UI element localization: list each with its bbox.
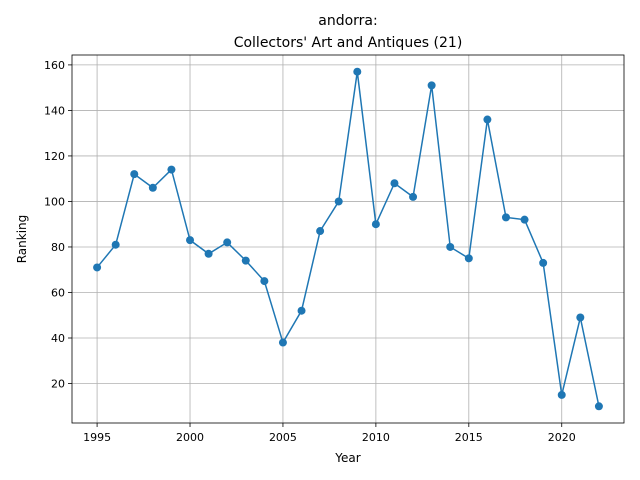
data-point-2017 <box>501 213 510 222</box>
plot-frame <box>71 54 625 424</box>
data-point-2000 <box>186 236 195 245</box>
x-axis-label: Year <box>334 451 360 465</box>
data-point-1998 <box>148 183 157 192</box>
data-point-2016 <box>483 115 492 124</box>
data-point-2001 <box>204 249 213 258</box>
data-point-2002 <box>223 238 232 247</box>
x-tick-label: 2005 <box>269 431 297 444</box>
x-tick-label: 2020 <box>548 431 576 444</box>
data-point-1996 <box>111 240 120 249</box>
data-point-2007 <box>316 227 325 236</box>
data-point-2015 <box>464 254 473 263</box>
series-layer <box>93 67 603 411</box>
y-tick-label: 120 <box>44 150 65 163</box>
x-tick-label: 2015 <box>455 431 483 444</box>
data-point-2021 <box>576 313 585 322</box>
y-tick-label: 40 <box>51 332 65 345</box>
data-point-2009 <box>353 67 362 76</box>
y-tick-label: 140 <box>44 104 65 117</box>
x-tick-label: 2000 <box>176 431 204 444</box>
data-point-2010 <box>371 220 380 229</box>
y-axis-label: Ranking <box>15 215 29 264</box>
y-axis-ticks: 20 40 60 80 100 120 140 160 <box>44 59 72 391</box>
data-point-2003 <box>241 256 250 265</box>
y-tick-label: 60 <box>51 286 65 299</box>
data-point-2013 <box>427 81 436 90</box>
x-tick-label: 2010 <box>362 431 390 444</box>
data-point-2008 <box>334 197 343 206</box>
data-point-2005 <box>278 338 287 347</box>
data-point-1999 <box>167 165 176 174</box>
data-point-2006 <box>297 306 306 315</box>
data-point-2018 <box>520 215 529 224</box>
y-tick-label: 20 <box>51 378 65 391</box>
series-line <box>96 71 600 407</box>
chart-title-line-1: andorra: <box>318 13 377 29</box>
data-point-2022 <box>594 402 603 411</box>
data-point-2014 <box>446 242 455 251</box>
y-tick-label: 160 <box>44 59 65 72</box>
data-point-1995 <box>93 263 102 272</box>
data-point-2019 <box>539 258 548 267</box>
data-point-2004 <box>260 277 269 286</box>
y-tick-label: 100 <box>44 195 65 208</box>
x-tick-label: 1995 <box>83 431 111 444</box>
data-point-2012 <box>409 192 418 201</box>
chart-title-line-2: Collectors' Art and Antiques (21) <box>234 35 463 51</box>
data-point-2011 <box>390 179 399 188</box>
data-point-2020 <box>557 390 566 399</box>
y-tick-label: 80 <box>51 241 65 254</box>
data-point-1997 <box>130 170 139 179</box>
grid-lines <box>72 55 624 423</box>
x-axis-ticks: 1995 2000 2005 2010 2015 2020 <box>83 423 576 444</box>
